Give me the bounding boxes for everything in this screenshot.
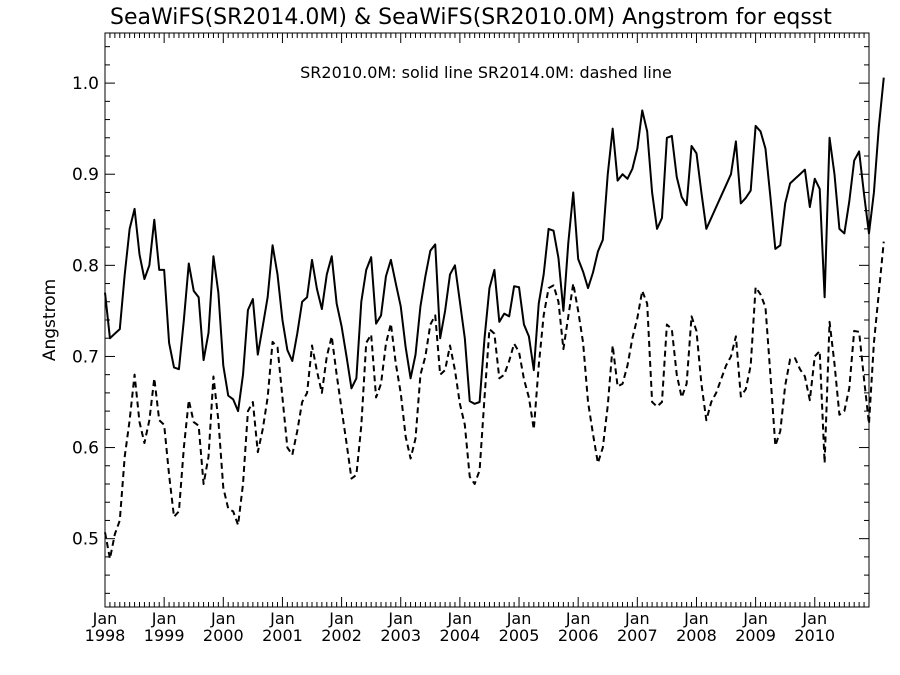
axis-tick-labels: 0.50.60.70.80.91.0Jan1998Jan1999Jan2000J…	[72, 74, 835, 645]
y-tick-label: 0.9	[72, 165, 99, 185]
x-tick-month-label: Jan	[801, 609, 827, 628]
series-layer	[104, 77, 885, 560]
x-tick-month-label: Jan	[624, 609, 650, 628]
y-tick-label: 0.6	[72, 439, 99, 459]
series-line-sr2010-0m	[104, 77, 885, 413]
x-tick-year-label: 2010	[794, 626, 835, 645]
x-tick-month-label: Jan	[506, 609, 532, 628]
x-tick-year-label: 2004	[440, 626, 481, 645]
x-tick-year-label: 2007	[617, 626, 658, 645]
x-tick-month-label: Jan	[387, 609, 413, 628]
x-tick-year-label: 1998	[85, 626, 126, 645]
x-tick-year-label: 2009	[735, 626, 776, 645]
x-tick-year-label: 2000	[203, 626, 244, 645]
x-tick-month-label: Jan	[683, 609, 709, 628]
x-tick-year-label: 2003	[380, 626, 421, 645]
y-tick-label: 0.7	[72, 347, 99, 367]
x-tick-year-label: 2002	[321, 626, 362, 645]
x-tick-month-label: Jan	[151, 609, 177, 628]
y-tick-label: 0.8	[72, 256, 99, 276]
x-tick-month-label: Jan	[565, 609, 591, 628]
x-tick-year-label: 2005	[499, 626, 540, 645]
x-tick-month-label: Jan	[210, 609, 236, 628]
series-line-sr2014-0m	[104, 241, 885, 560]
axis-ticks	[104, 33, 870, 607]
x-tick-month-label: Jan	[269, 609, 295, 628]
x-tick-month-label: Jan	[742, 609, 768, 628]
y-tick-label: 1.0	[72, 74, 99, 94]
x-tick-month-label: Jan	[328, 609, 354, 628]
y-axis-label: Angstrom	[40, 279, 60, 361]
legend-annotation: SR2010.0M: solid line SR2014.0M: dashed …	[300, 63, 672, 82]
y-tick-label: 0.5	[72, 530, 99, 550]
x-tick-year-label: 1999	[144, 626, 185, 645]
x-tick-year-label: 2006	[558, 626, 599, 645]
x-tick-year-label: 2008	[676, 626, 717, 645]
x-tick-month-label: Jan	[447, 609, 473, 628]
x-tick-month-label: Jan	[92, 609, 118, 628]
chart-title: SeaWiFS(SR2014.0M) & SeaWiFS(SR2010.0M) …	[110, 5, 832, 30]
x-tick-year-label: 2001	[262, 626, 303, 645]
